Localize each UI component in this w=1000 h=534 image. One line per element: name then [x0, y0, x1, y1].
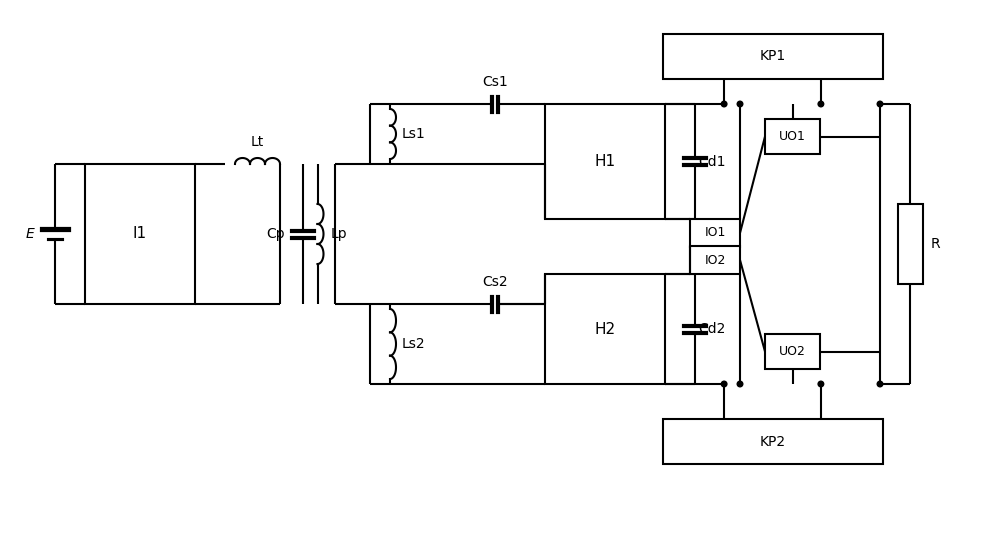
Circle shape [818, 101, 824, 107]
Circle shape [721, 101, 727, 107]
Text: Cp: Cp [266, 227, 285, 241]
Bar [765, 334, 820, 369]
Bar [662, 34, 883, 79]
Text: $E$: $E$ [25, 227, 35, 241]
Circle shape [721, 381, 727, 387]
Text: Ls2: Ls2 [402, 337, 426, 351]
Text: UO1: UO1 [779, 130, 806, 143]
Circle shape [737, 381, 743, 387]
Text: R: R [930, 237, 940, 251]
Circle shape [877, 101, 883, 107]
Text: Cd2: Cd2 [698, 322, 725, 336]
Text: Lt: Lt [251, 135, 264, 149]
Circle shape [818, 381, 824, 387]
Bar [690, 219, 740, 247]
Text: Cs1: Cs1 [482, 75, 508, 89]
Text: Lp: Lp [330, 227, 347, 241]
Text: IO2: IO2 [704, 254, 726, 266]
Text: KP2: KP2 [759, 435, 786, 449]
Bar [690, 246, 740, 274]
Bar [765, 119, 820, 154]
Bar [545, 104, 665, 219]
Circle shape [877, 381, 883, 387]
Text: KP1: KP1 [759, 50, 786, 64]
Bar [898, 204, 922, 284]
Text: Ls1: Ls1 [402, 127, 426, 141]
Text: Cd1: Cd1 [698, 154, 726, 169]
Text: IO1: IO1 [704, 226, 726, 240]
Text: I1: I1 [133, 226, 147, 241]
Bar [85, 164, 195, 304]
Text: H2: H2 [594, 321, 616, 336]
Bar [662, 419, 883, 464]
Text: Cs2: Cs2 [482, 275, 508, 289]
Text: UO2: UO2 [779, 345, 806, 358]
Circle shape [737, 101, 743, 107]
Bar [545, 274, 665, 384]
Text: H1: H1 [594, 154, 616, 169]
